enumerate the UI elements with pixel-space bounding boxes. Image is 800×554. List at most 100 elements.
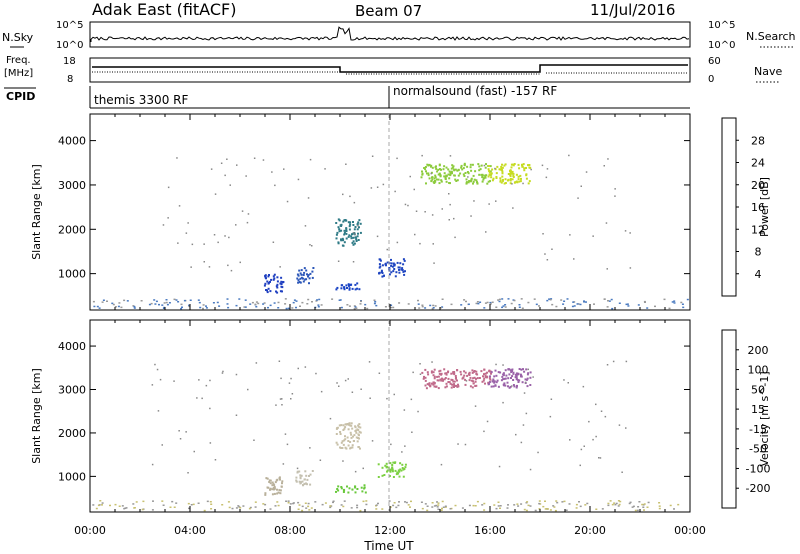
data-point xyxy=(474,505,477,507)
data-point xyxy=(449,172,452,175)
colorbar-tick-label: 100 xyxy=(748,364,769,377)
data-point xyxy=(549,509,552,511)
data-point xyxy=(247,213,250,215)
data-point xyxy=(341,284,344,287)
data-point xyxy=(351,391,354,393)
data-point xyxy=(472,174,475,177)
data-point xyxy=(487,168,490,171)
data-point xyxy=(444,386,447,389)
data-point xyxy=(280,280,283,283)
data-point xyxy=(424,368,427,371)
data-point xyxy=(491,179,494,182)
data-point xyxy=(469,385,472,388)
data-point xyxy=(614,188,616,190)
data-point xyxy=(443,378,446,381)
data-point xyxy=(441,306,444,308)
data-point xyxy=(428,164,430,167)
data-point xyxy=(432,304,435,307)
data-point xyxy=(151,463,154,466)
data-point xyxy=(295,480,298,483)
data-point xyxy=(183,299,186,302)
data-point xyxy=(619,500,622,503)
data-point xyxy=(133,305,136,308)
colorbar-frame xyxy=(721,117,737,297)
data-point xyxy=(426,509,429,512)
data-point xyxy=(221,372,224,374)
data-point xyxy=(424,211,426,213)
data-point xyxy=(275,290,277,293)
data-point xyxy=(317,304,320,306)
data-point xyxy=(486,420,489,423)
data-point xyxy=(473,200,475,202)
data-point xyxy=(300,474,303,477)
data-point xyxy=(281,290,283,293)
data-point xyxy=(527,372,530,375)
data-point xyxy=(202,304,205,306)
data-point xyxy=(515,376,518,378)
data-point xyxy=(437,173,440,176)
data-point xyxy=(339,446,341,449)
data-point xyxy=(353,440,355,442)
data-point xyxy=(434,305,437,307)
data-point xyxy=(276,286,279,289)
data-point xyxy=(390,443,392,446)
data-point xyxy=(430,382,433,385)
data-point xyxy=(336,382,338,384)
data-point xyxy=(364,491,367,494)
data-point xyxy=(473,370,475,373)
data-point xyxy=(599,457,602,459)
data-point xyxy=(299,281,302,284)
data-point xyxy=(380,269,383,272)
data-point xyxy=(521,165,524,168)
data-point xyxy=(284,433,287,435)
nsky-label: N.Sky xyxy=(2,31,34,44)
data-point xyxy=(607,504,610,507)
data-point xyxy=(366,307,369,310)
y-tick-label: 4000 xyxy=(58,340,86,353)
data-point xyxy=(431,214,434,216)
data-point xyxy=(682,306,685,309)
data-point xyxy=(518,304,521,306)
data-point xyxy=(579,303,582,306)
data-point xyxy=(337,485,340,488)
power-panel: 1000 2000 3000 4000 Slant Range [km] 28 24 20 16… xyxy=(30,113,771,311)
data-point xyxy=(348,305,351,307)
data-point xyxy=(592,438,594,441)
data-point xyxy=(385,462,388,465)
data-point xyxy=(527,164,529,167)
data-point xyxy=(495,177,498,179)
data-point xyxy=(472,504,475,507)
data-point xyxy=(490,176,493,179)
nsky-trace xyxy=(90,26,690,42)
data-point xyxy=(412,371,414,374)
data-point xyxy=(346,304,349,306)
data-point xyxy=(92,300,95,303)
data-point xyxy=(351,488,354,491)
data-point xyxy=(340,487,343,490)
data-point xyxy=(501,175,504,178)
data-point xyxy=(395,506,398,509)
data-point xyxy=(161,500,164,502)
data-point xyxy=(440,179,443,182)
data-point xyxy=(279,398,282,400)
cpid-label: CPID xyxy=(6,90,35,103)
data-point xyxy=(610,298,613,301)
data-point xyxy=(299,474,302,477)
data-point xyxy=(440,509,443,511)
data-point xyxy=(358,226,360,229)
data-point xyxy=(504,369,507,372)
data-point xyxy=(534,509,537,512)
data-point xyxy=(569,439,571,441)
data-point xyxy=(390,262,393,265)
data-point xyxy=(555,305,558,308)
data-point xyxy=(431,176,434,179)
data-point xyxy=(615,502,618,505)
data-point xyxy=(391,265,394,268)
data-point xyxy=(347,440,350,442)
data-point xyxy=(224,235,226,237)
data-point xyxy=(490,385,493,388)
data-point xyxy=(451,166,454,169)
data-point xyxy=(449,382,452,385)
data-point xyxy=(278,360,281,362)
data-point xyxy=(296,273,299,276)
